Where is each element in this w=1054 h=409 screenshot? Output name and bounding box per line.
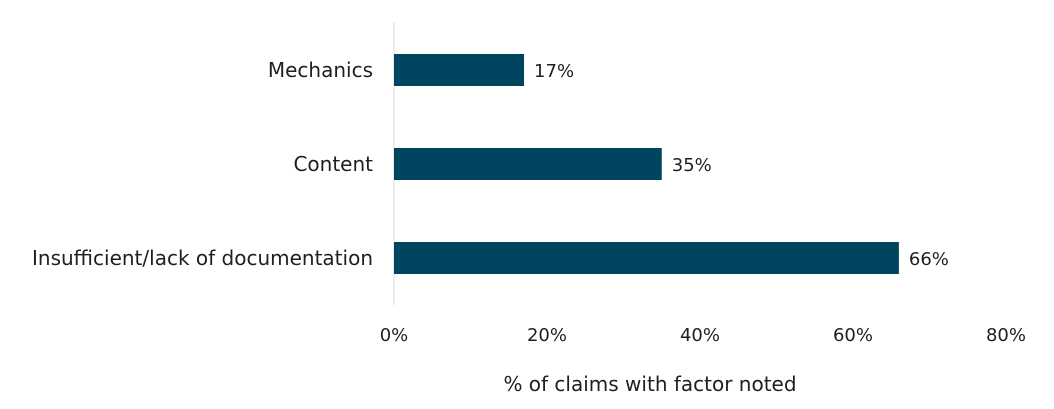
x-tick-labels: 0% 20% 40% 60% 80%	[380, 325, 1026, 346]
x-tick-label: 0%	[380, 325, 409, 346]
category-label: Mechanics	[268, 58, 373, 82]
x-tick-label: 20%	[527, 325, 567, 346]
x-tick-label: 60%	[833, 325, 873, 346]
bar	[394, 242, 899, 274]
bar	[394, 54, 525, 86]
x-tick-label: 80%	[986, 325, 1026, 346]
x-axis-title: % of claims with factor noted	[503, 372, 796, 396]
data-label: 35%	[672, 155, 712, 176]
category-labels: Mechanics Content Insufficient/lack of doc…	[32, 58, 373, 270]
value-labels: 17% 35% 66%	[534, 61, 949, 270]
bars	[394, 54, 899, 274]
data-label: 17%	[534, 61, 574, 82]
category-label: Content	[293, 152, 373, 176]
data-label: 66%	[909, 249, 949, 270]
category-label: Insufficient/lack of documentation	[32, 246, 373, 270]
x-tick-label: 40%	[680, 325, 720, 346]
bar	[394, 148, 662, 180]
